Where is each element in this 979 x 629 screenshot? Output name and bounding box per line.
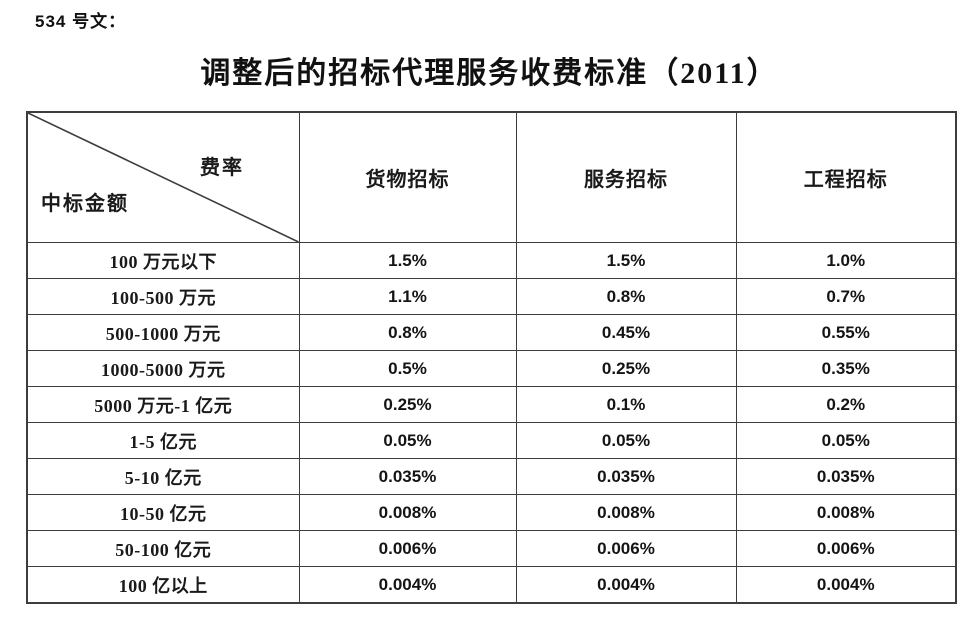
rate-value-cell: 0.008% — [298, 494, 517, 531]
column-header-goods: 货物招标 — [298, 111, 517, 243]
rate-value-cell: 1.1% — [298, 278, 517, 315]
row-amount-label: 1000-5000 万元 — [26, 350, 300, 387]
rate-value-cell: 0.006% — [735, 530, 957, 567]
doc-number-label: 534 号文： — [35, 12, 127, 31]
row-amount-label: 50-100 亿元 — [26, 530, 300, 567]
rate-value-cell: 0.05% — [298, 422, 517, 459]
rate-value-cell: 0.008% — [515, 494, 737, 531]
table-row: 1000-5000 万元 0.5% 0.25% 0.35% — [26, 350, 957, 387]
rate-value-cell: 1.5% — [515, 242, 737, 279]
rate-value-cell: 0.05% — [735, 422, 957, 459]
rate-value-cell: 0.035% — [735, 458, 957, 495]
rate-value-cell: 0.25% — [515, 350, 737, 387]
rate-value-cell: 0.45% — [515, 314, 737, 351]
rate-value-cell: 0.5% — [298, 350, 517, 387]
diagonal-line — [28, 113, 299, 242]
column-header-engineering: 工程招标 — [735, 111, 957, 243]
diagonal-header-cell: 费率 中标金额 — [26, 111, 300, 243]
row-amount-label: 100 亿以上 — [26, 566, 300, 604]
rate-value-cell: 0.35% — [735, 350, 957, 387]
table-row: 1-5 亿元 0.05% 0.05% 0.05% — [26, 422, 957, 459]
rate-value-cell: 0.2% — [735, 386, 957, 423]
rate-value-cell: 0.25% — [298, 386, 517, 423]
column-header-services: 服务招标 — [515, 111, 737, 243]
row-amount-label: 500-1000 万元 — [26, 314, 300, 351]
table-row: 50-100 亿元 0.006% 0.006% 0.006% — [26, 530, 957, 567]
rate-value-cell: 0.8% — [298, 314, 517, 351]
fee-standard-table: 费率 中标金额 货物招标 服务招标 工程招标 100 万元以下 1.5% 1.5% 1… — [26, 111, 957, 604]
header-row: 费率 中标金额 货物招标 服务招标 工程招标 — [26, 111, 957, 243]
row-amount-label: 5000 万元-1 亿元 — [26, 386, 300, 423]
row-amount-label: 5-10 亿元 — [26, 458, 300, 495]
row-amount-label: 100-500 万元 — [26, 278, 300, 315]
corner-rate-label: 费率 — [200, 157, 244, 179]
rate-value-cell: 0.004% — [515, 566, 737, 604]
rate-value-cell: 1.5% — [298, 242, 517, 279]
table-row: 100 亿以上 0.004% 0.004% 0.004% — [26, 566, 957, 604]
rate-value-cell: 1.0% — [735, 242, 957, 279]
table-row: 10-50 亿元 0.008% 0.008% 0.008% — [26, 494, 957, 531]
page-title: 调整后的招标代理服务收费标准（2011） — [200, 57, 779, 90]
rate-value-cell: 0.006% — [515, 530, 737, 567]
rate-value-cell: 0.035% — [515, 458, 737, 495]
row-amount-label: 1-5 亿元 — [26, 422, 300, 459]
rate-value-cell: 0.8% — [515, 278, 737, 315]
table-row: 100-500 万元 1.1% 0.8% 0.7% — [26, 278, 957, 315]
rate-value-cell: 0.004% — [298, 566, 517, 604]
corner-amount-label: 中标金额 — [41, 193, 129, 215]
table-row: 5000 万元-1 亿元 0.25% 0.1% 0.2% — [26, 386, 957, 423]
rate-value-cell: 0.1% — [515, 386, 737, 423]
rate-value-cell: 0.05% — [515, 422, 737, 459]
table-row: 500-1000 万元 0.8% 0.45% 0.55% — [26, 314, 957, 351]
table-row: 100 万元以下 1.5% 1.5% 1.0% — [26, 242, 957, 279]
rate-value-cell: 0.004% — [735, 566, 957, 604]
rate-value-cell: 0.006% — [298, 530, 517, 567]
fee-table-body: 100 万元以下 1.5% 1.5% 1.0% 100-500 万元 1.1% 0.8% 0.… — [26, 242, 957, 604]
row-amount-label: 10-50 亿元 — [26, 494, 300, 531]
rate-value-cell: 0.7% — [735, 278, 957, 315]
row-amount-label: 100 万元以下 — [26, 242, 300, 279]
rate-value-cell: 0.008% — [735, 494, 957, 531]
rate-value-cell: 0.035% — [298, 458, 517, 495]
table-row: 5-10 亿元 0.035% 0.035% 0.035% — [26, 458, 957, 495]
rate-value-cell: 0.55% — [735, 314, 957, 351]
